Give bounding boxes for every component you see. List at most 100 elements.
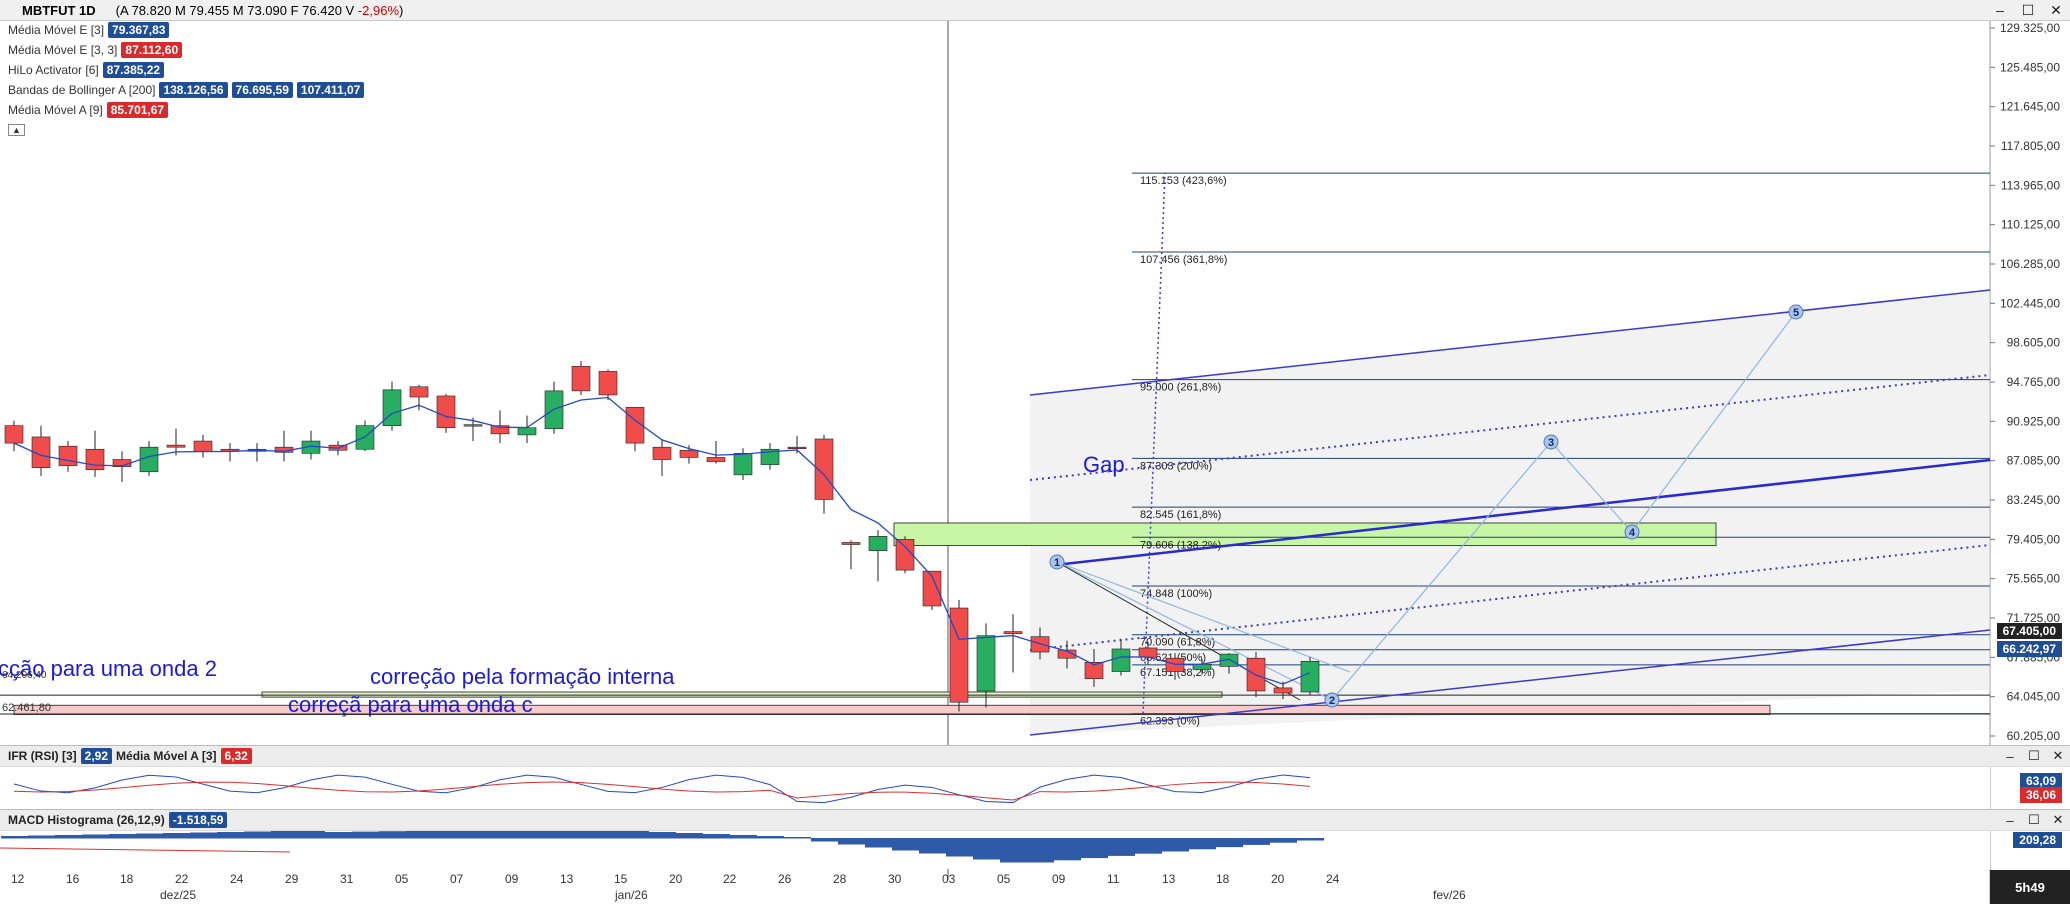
- x-tick-label: 07: [450, 872, 464, 886]
- x-tick-label: 29: [285, 872, 299, 886]
- macd-bar: [487, 829, 514, 839]
- fib-level-label: 115.153 (423,6%): [1140, 175, 1227, 187]
- candle-body: [166, 444, 186, 448]
- macd-bar: [649, 832, 676, 839]
- minimize-icon[interactable]: –: [2006, 748, 2014, 764]
- x-tick-label: 11: [1107, 872, 1120, 886]
- channel-base-line: [1029, 629, 1991, 736]
- rsi-title: IFR (RSI) [3] 2,92 Média Móvel A [3] 6,32: [8, 748, 252, 764]
- candle-body: [1192, 664, 1212, 670]
- x-tick-label: 22: [175, 872, 189, 886]
- wavec-annotation: correçã para uma onda c: [288, 692, 533, 717]
- x-tick-label: 26: [778, 872, 792, 886]
- candle-body: [868, 536, 888, 551]
- collapse-legend-button[interactable]: ▲: [8, 124, 25, 136]
- candle-body: [706, 457, 726, 462]
- candle-body: [517, 427, 537, 436]
- y-tick-label: 106.285,00: [2000, 257, 2060, 271]
- macd-bar: [136, 833, 163, 839]
- y-tick-label: 60.205,00: [2007, 729, 2061, 743]
- x-tick-label: 22: [723, 872, 737, 886]
- macd-title: MACD Histograma (26,12,9) -1.518,59: [8, 812, 228, 828]
- candle-body: [85, 448, 105, 471]
- close-icon[interactable]: ✕: [2050, 1, 2062, 18]
- left-level-2: 62.461,80: [2, 702, 51, 714]
- macd-bar: [1, 836, 28, 839]
- indicator-label: Média Móvel E [3]: [8, 23, 105, 37]
- x-tick-label: 16: [66, 872, 80, 886]
- indicator-row[interactable]: Média Móvel E [3, 3] 87.112,60: [8, 42, 183, 58]
- indicator-row[interactable]: Média Móvel E [3] 79.367,83: [8, 22, 170, 38]
- macd-bar: [406, 830, 433, 839]
- y-tick-label: 64.045,00: [2007, 690, 2061, 704]
- candle-body: [571, 365, 591, 392]
- macd-bar: [1000, 838, 1027, 863]
- macd-bar: [1162, 838, 1189, 852]
- second-price-tag: 66.242,97: [1996, 641, 2062, 657]
- macd-bar: [1135, 838, 1162, 854]
- indicator-value: 85.701,67: [106, 102, 169, 118]
- fib-level-label: 79.606 (138,2%): [1140, 539, 1221, 551]
- candle-body: [1084, 662, 1104, 679]
- gap-zone: [893, 522, 1717, 547]
- indicator-row[interactable]: Média Móvel A [9] 85.701,67: [8, 102, 169, 118]
- x-tick-label: 15: [614, 872, 628, 886]
- symbol-label[interactable]: MBTFUT 1D: [22, 2, 96, 18]
- indicator-label: Bandas de Bollinger A [200]: [8, 83, 156, 97]
- wave2-annotation: cção para uma onda 2: [0, 656, 217, 681]
- indicator-label: Média Móvel E [3, 3]: [8, 43, 118, 57]
- indicator-row[interactable]: HiLo Activator [6] 87.385,22: [8, 62, 165, 78]
- month-label: fev/26: [1433, 888, 1466, 902]
- candle-body: [1138, 647, 1158, 658]
- wave-label: 5: [1793, 307, 1799, 319]
- macd-bar: [973, 838, 1000, 860]
- candle-body: [463, 424, 483, 427]
- macd-bar: [217, 832, 244, 839]
- close-icon[interactable]: ✕: [2052, 748, 2064, 763]
- x-tick-label: 24: [1326, 872, 1340, 886]
- candle-body: [1111, 648, 1131, 672]
- minimize-icon[interactable]: –: [1996, 2, 2004, 18]
- restore-icon[interactable]: ☐: [2028, 812, 2040, 827]
- candle-body: [733, 453, 753, 476]
- indicator-value: 107.411,07: [296, 82, 365, 98]
- channel-lower-dotted-line: [1029, 544, 1991, 651]
- x-tick-label: 18: [120, 872, 134, 886]
- wave-label: 3: [1548, 437, 1554, 449]
- x-tick-label: 03: [942, 872, 956, 886]
- x-tick-label: 18: [1216, 872, 1230, 886]
- rsi-ma-line: [13, 781, 1311, 801]
- candle-body: [490, 425, 510, 435]
- macd-bar: [568, 828, 595, 839]
- macd-bar: [1081, 838, 1108, 859]
- candle-body: [409, 386, 429, 398]
- fib-projection-line: [1142, 173, 1166, 714]
- y-tick-label: 98.605,00: [2007, 336, 2061, 350]
- macd-bar: [352, 831, 379, 839]
- macd-bar: [1216, 838, 1243, 848]
- y-tick-label: 110.125,00: [2001, 218, 2060, 232]
- restore-icon[interactable]: ☐: [2028, 748, 2040, 763]
- x-tick-label: 09: [1052, 872, 1066, 886]
- y-tick-label: 94.765,00: [2007, 375, 2061, 389]
- fib-level-label: 107.456 (361,8%): [1140, 254, 1227, 266]
- candle-body: [58, 445, 78, 466]
- channel-upper-line: [1029, 289, 1991, 396]
- close-icon[interactable]: ✕: [2052, 812, 2064, 827]
- wave-marker: [1049, 554, 1065, 570]
- indicator-row[interactable]: Bandas de Bollinger A [200] 138.126,56 76.…: [8, 82, 365, 98]
- wave-marker: [1543, 434, 1559, 450]
- macd-bar: [1297, 838, 1324, 841]
- candle-body: [787, 446, 807, 449]
- y-tick-label: 102.445,00: [2000, 296, 2060, 310]
- x-tick-label: 13: [1162, 872, 1176, 886]
- macd-bar: [1243, 838, 1270, 845]
- indicator-label: Média Móvel A [9]: [8, 103, 103, 117]
- indicator-label: HiLo Activator [6]: [8, 63, 99, 77]
- restore-icon[interactable]: ☐: [2021, 1, 2035, 18]
- last-price-tag: 67.405,00: [1996, 623, 2062, 639]
- minimize-icon[interactable]: –: [2006, 812, 2014, 828]
- macd-bar: [298, 830, 325, 839]
- macd-signal-line: [0, 847, 291, 853]
